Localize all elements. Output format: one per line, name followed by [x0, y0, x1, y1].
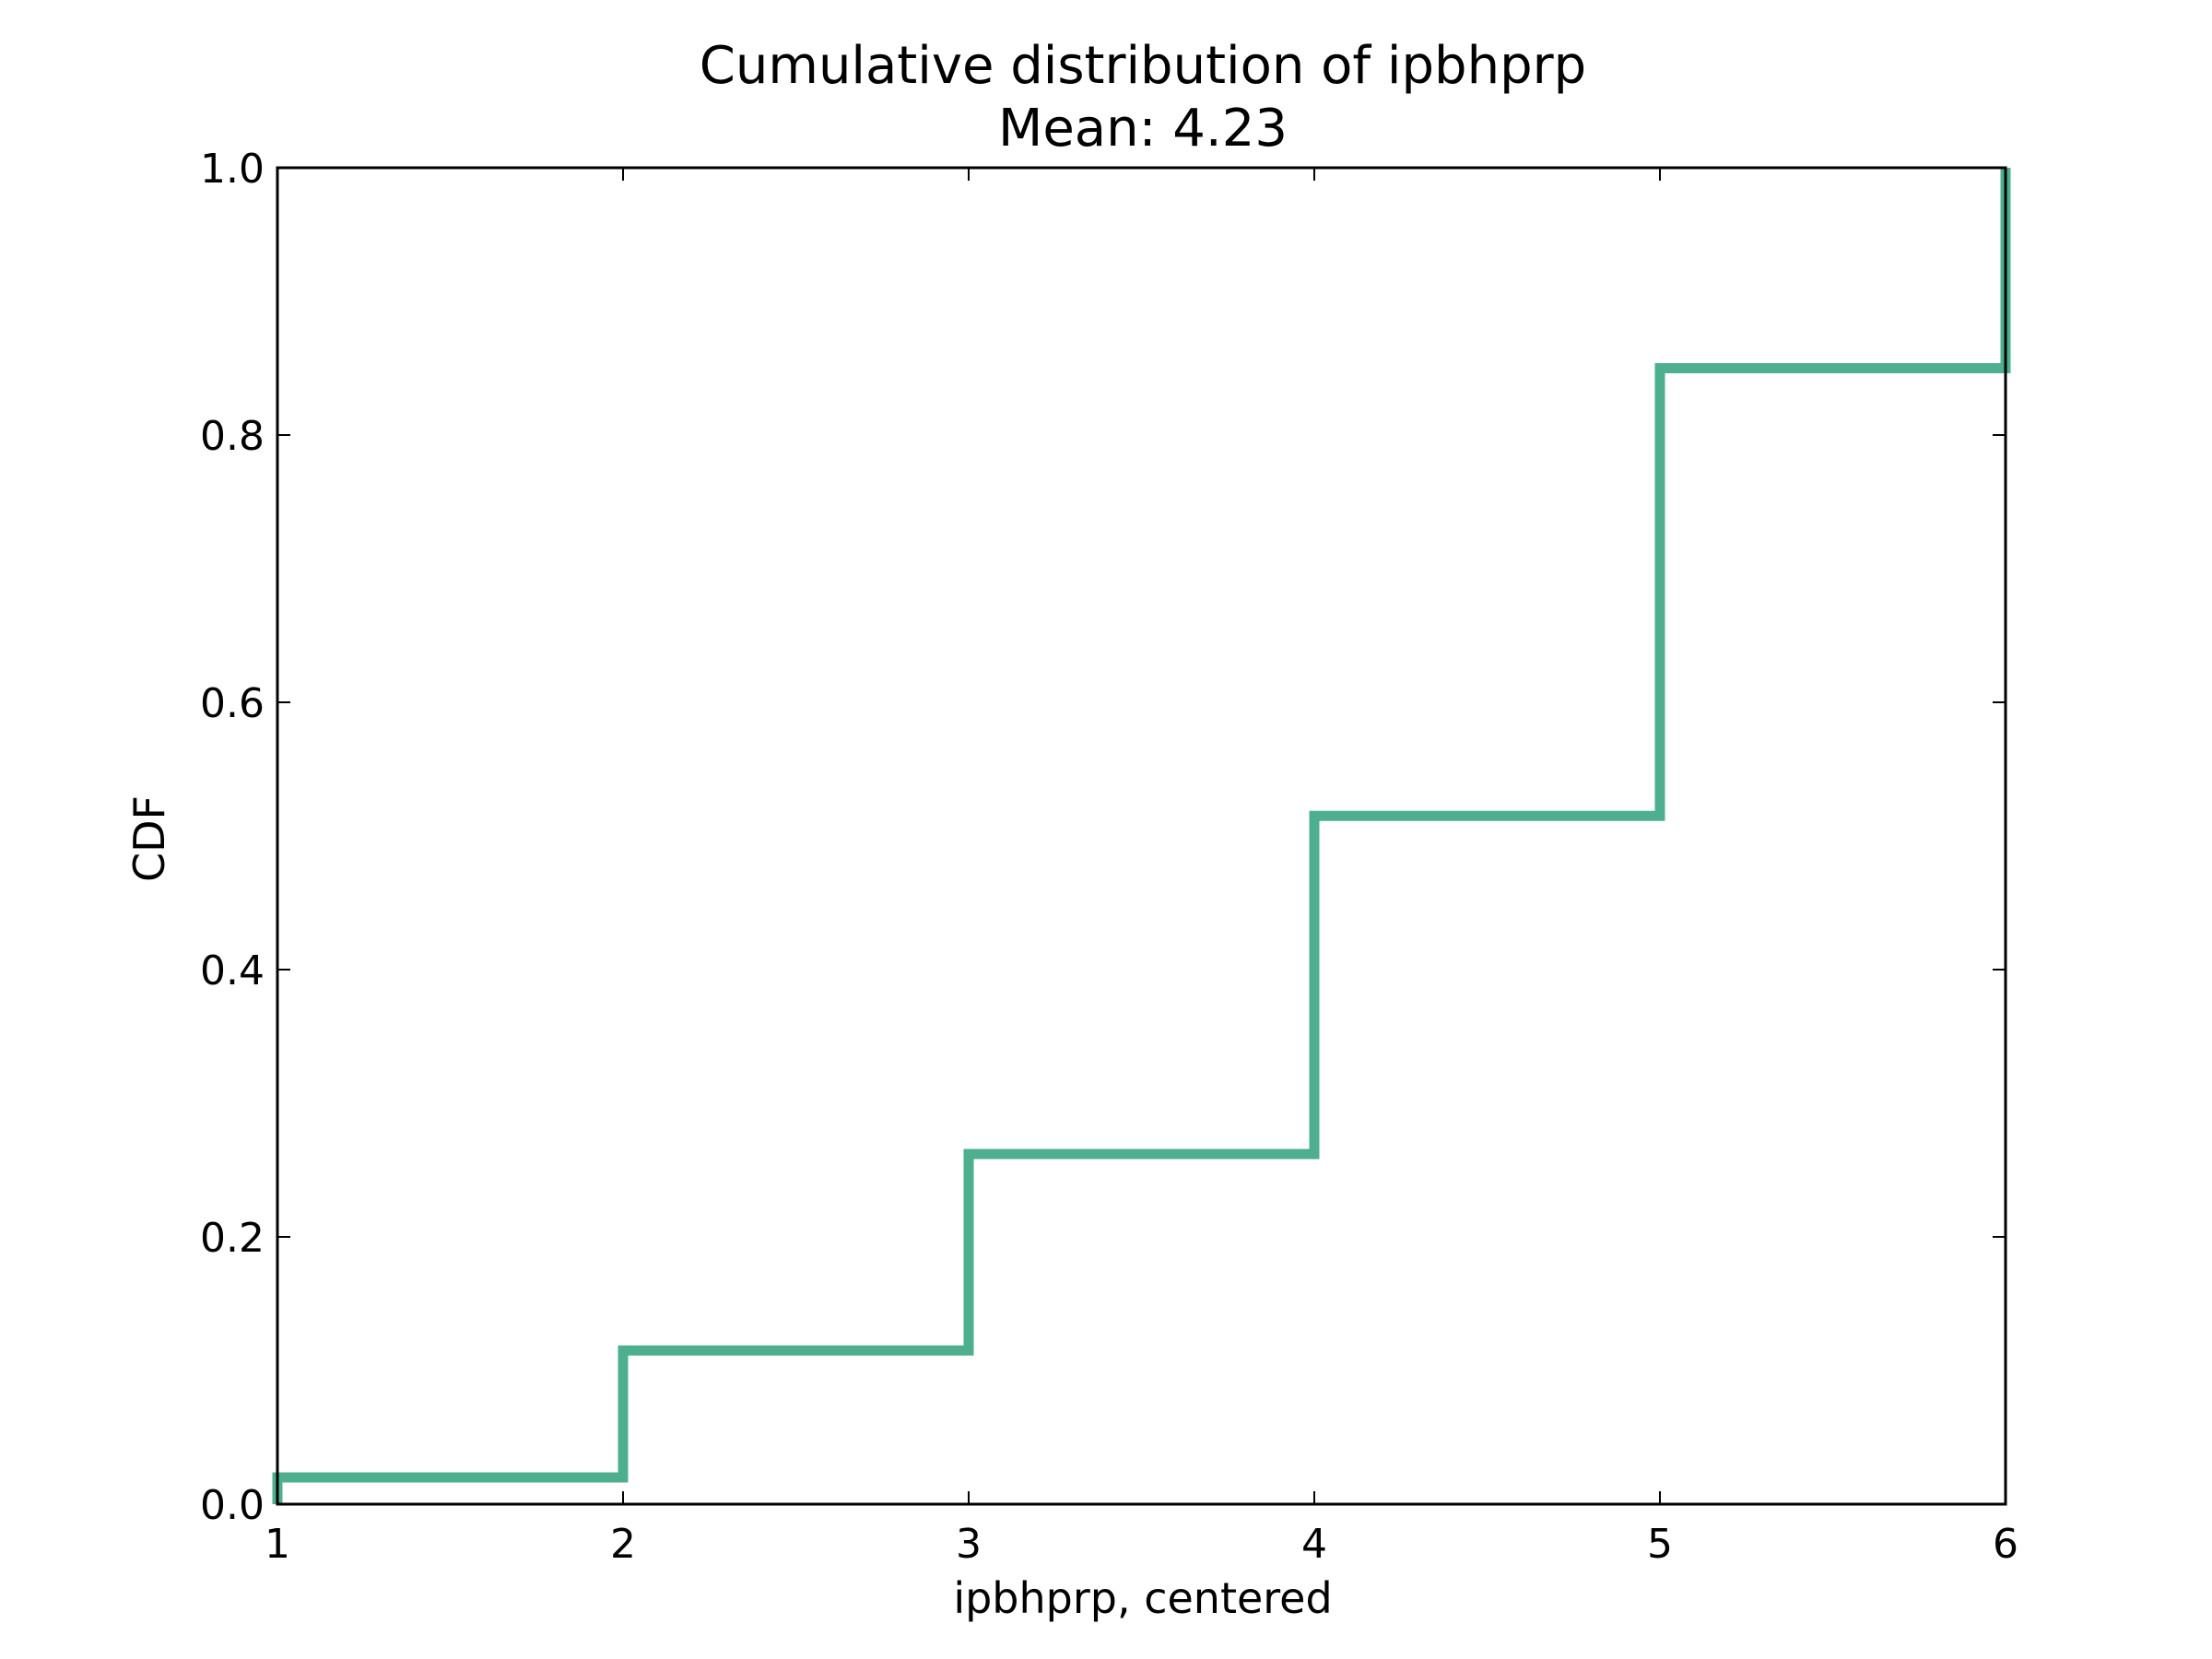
- x-tick-label: 2: [610, 1521, 636, 1568]
- chart-subtitle: Mean: 4.23: [998, 99, 1288, 159]
- y-tick-label: 0.6: [200, 680, 265, 727]
- y-tick-label: 0.2: [200, 1215, 265, 1262]
- y-axis-label: CDF: [124, 795, 174, 882]
- chart-title: Cumulative distribution of ipbhprp: [700, 36, 1586, 96]
- x-tick-label: 4: [1301, 1521, 1327, 1568]
- series-layer: [272, 168, 2011, 1504]
- plot-frame: [276, 166, 2007, 1506]
- cdf-step-line: [272, 168, 2011, 1504]
- x-tick-label: 3: [956, 1521, 982, 1568]
- y-tick-label: 0.8: [200, 413, 265, 460]
- tick-labels: 1 2 3 4 5 6 0.0 0.2 0.4 0.6 0.8 1.0: [200, 146, 2018, 1568]
- y-tick-label: 0.0: [200, 1482, 265, 1529]
- y-tick-label: 1.0: [200, 146, 265, 193]
- x-axis-label: ipbhprp, centered: [953, 1573, 1332, 1623]
- x-tick-label: 6: [1993, 1521, 2018, 1568]
- x-tick-label: 1: [265, 1521, 290, 1568]
- y-tick-label: 0.4: [200, 947, 265, 994]
- x-tick-label: 5: [1647, 1521, 1673, 1568]
